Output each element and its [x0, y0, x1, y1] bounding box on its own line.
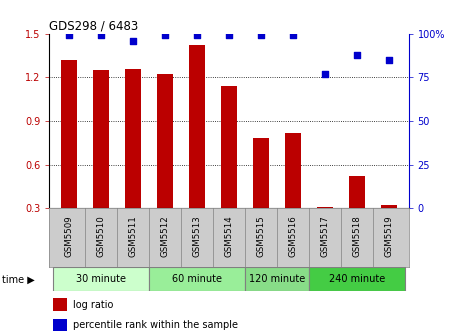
- Text: GSM5515: GSM5515: [256, 215, 265, 257]
- Bar: [349, 176, 365, 208]
- Text: GSM5519: GSM5519: [385, 215, 394, 257]
- Point: [386, 57, 393, 62]
- Bar: [92, 70, 109, 208]
- Text: GDS298 / 6483: GDS298 / 6483: [49, 19, 139, 33]
- Text: GSM5517: GSM5517: [321, 215, 330, 257]
- Bar: [189, 45, 205, 208]
- Text: GSM5510: GSM5510: [96, 215, 105, 257]
- Text: time ▶: time ▶: [2, 275, 35, 285]
- Text: GSM5512: GSM5512: [160, 215, 169, 257]
- Bar: [245, 267, 309, 291]
- Bar: [61, 60, 77, 208]
- Point: [161, 33, 168, 38]
- Point: [65, 33, 72, 38]
- Text: percentile rank within the sample: percentile rank within the sample: [73, 320, 238, 330]
- Text: GSM5514: GSM5514: [224, 215, 233, 257]
- Bar: [149, 267, 245, 291]
- Bar: [53, 319, 66, 331]
- Text: GSM5513: GSM5513: [193, 215, 202, 257]
- Point: [194, 33, 201, 38]
- Bar: [253, 138, 269, 208]
- Text: 120 minute: 120 minute: [249, 274, 305, 284]
- Point: [97, 33, 104, 38]
- Bar: [53, 267, 149, 291]
- Bar: [157, 74, 173, 208]
- Bar: [53, 298, 66, 311]
- Text: GSM5509: GSM5509: [64, 215, 73, 257]
- Text: GSM5518: GSM5518: [353, 215, 362, 257]
- Text: 30 minute: 30 minute: [76, 274, 126, 284]
- Bar: [221, 86, 237, 208]
- Bar: [309, 267, 405, 291]
- Text: GSM5511: GSM5511: [128, 215, 137, 257]
- Point: [225, 33, 233, 38]
- Bar: [381, 205, 397, 208]
- Bar: [285, 133, 301, 208]
- Text: log ratio: log ratio: [73, 300, 113, 309]
- Bar: [317, 207, 333, 208]
- Point: [129, 38, 136, 43]
- Text: 240 minute: 240 minute: [329, 274, 385, 284]
- Text: 60 minute: 60 minute: [172, 274, 222, 284]
- Point: [257, 33, 264, 38]
- Point: [354, 52, 361, 57]
- Point: [321, 71, 329, 77]
- Point: [290, 33, 297, 38]
- Bar: [125, 69, 141, 208]
- Text: GSM5516: GSM5516: [289, 215, 298, 257]
